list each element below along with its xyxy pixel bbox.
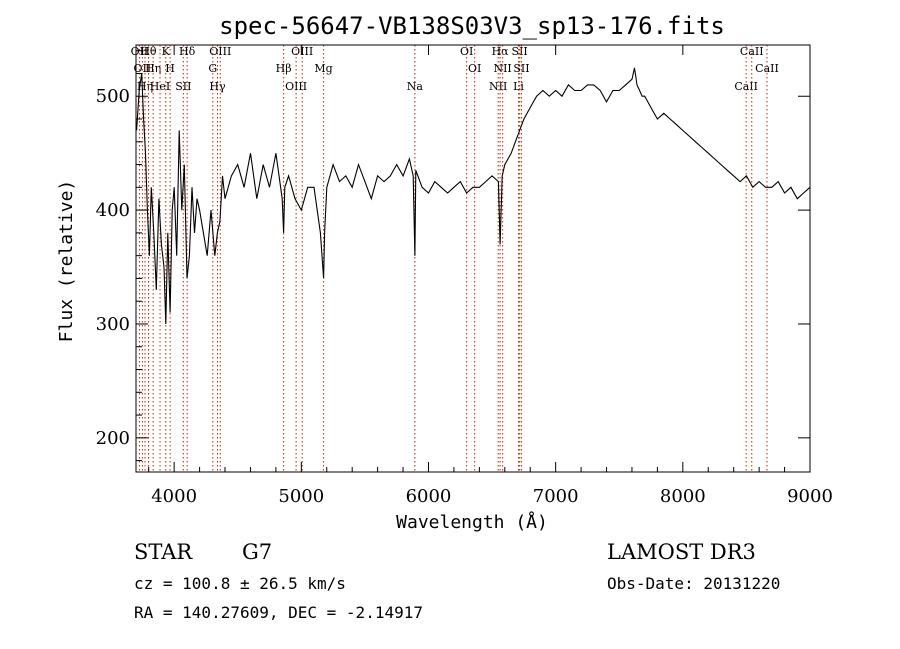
line-marker-label: Hη — [137, 80, 153, 93]
line-marker-label: K — [162, 45, 171, 58]
line-marker-label: SII — [513, 62, 529, 75]
line-marker-label: OI — [460, 45, 473, 58]
y-tick-label: 400 — [96, 200, 130, 221]
line-marker-label: CaII — [734, 80, 758, 93]
line-marker-label: Li — [513, 80, 524, 93]
obs-date-readout: Obs-Date: 20131220 — [607, 574, 781, 593]
x-tick-label: 8000 — [660, 486, 706, 507]
line-marker-label: Hγ — [209, 80, 226, 93]
line-marker-label: SII — [512, 45, 528, 58]
line-marker-label: H — [165, 62, 175, 75]
line-marker-label: Mg — [314, 62, 332, 75]
line-marker-label: G — [208, 62, 217, 75]
redshift-readout: cz = 100.8 ± 26.5 km/s — [134, 574, 346, 593]
x-tick-label: 5000 — [278, 486, 324, 507]
line-marker-label: OII — [133, 62, 151, 75]
line-marker-label: OIII — [291, 45, 313, 58]
flux-series-line — [136, 67, 811, 325]
y-tick-label: 300 — [96, 314, 130, 335]
line-marker-label: OII — [131, 45, 149, 58]
object-subclass-label: G7 — [242, 540, 273, 564]
chart-title: spec-56647-VB138S03V3_sp13-176.fits — [219, 12, 725, 40]
line-marker-label: Hη — [145, 62, 161, 75]
line-marker-label: Hθ — [140, 45, 157, 58]
line-marker-label: OI — [468, 62, 481, 75]
line-marker-label: Hδ — [179, 45, 196, 58]
line-marker-label: NII — [489, 80, 507, 93]
line-marker-label: OIII — [209, 45, 231, 58]
x-tick-label: 6000 — [406, 486, 452, 507]
line-marker-label: Hβ — [276, 62, 292, 75]
line-marker-label: SII — [175, 80, 191, 93]
x-tick-label: 7000 — [533, 486, 579, 507]
axis-layer: 4000 5000 6000 7000 8000 9000 200 300 400 500 — [96, 45, 833, 507]
spectrum-chart: spec-56647-VB138S03V3_sp13-176.fits OII O… — [56, 12, 833, 533]
line-marker-label: CaII — [755, 62, 779, 75]
y-axis-label: Flux (relative) — [56, 180, 77, 343]
line-marker-label: CaII — [740, 45, 764, 58]
plot-frame — [135, 44, 811, 473]
line-marker-label: HeI — [150, 80, 170, 93]
y-tick-label: 200 — [96, 428, 130, 449]
x-axis-label: Wavelength (Å) — [396, 511, 548, 533]
line-marker-label: Na — [407, 80, 424, 93]
x-tick-label: 4000 — [151, 486, 197, 507]
line-marker-label: Hα — [492, 45, 510, 58]
x-tick-label: 9000 — [787, 486, 833, 507]
line-marker-layer: OIIOIIHηHθHηHeIKHSIIHδGHγOIIIHβOIIIOIIIM… — [131, 45, 779, 472]
coordinates-readout: RA = 140.27609, DEC = -2.14917 — [134, 603, 423, 622]
y-tick-label: 500 — [96, 86, 130, 107]
line-marker-label: OIII — [285, 80, 307, 93]
line-marker-label: NII — [493, 62, 511, 75]
survey-label: LAMOST DR3 — [607, 540, 756, 564]
object-class-label: STAR — [134, 540, 193, 564]
